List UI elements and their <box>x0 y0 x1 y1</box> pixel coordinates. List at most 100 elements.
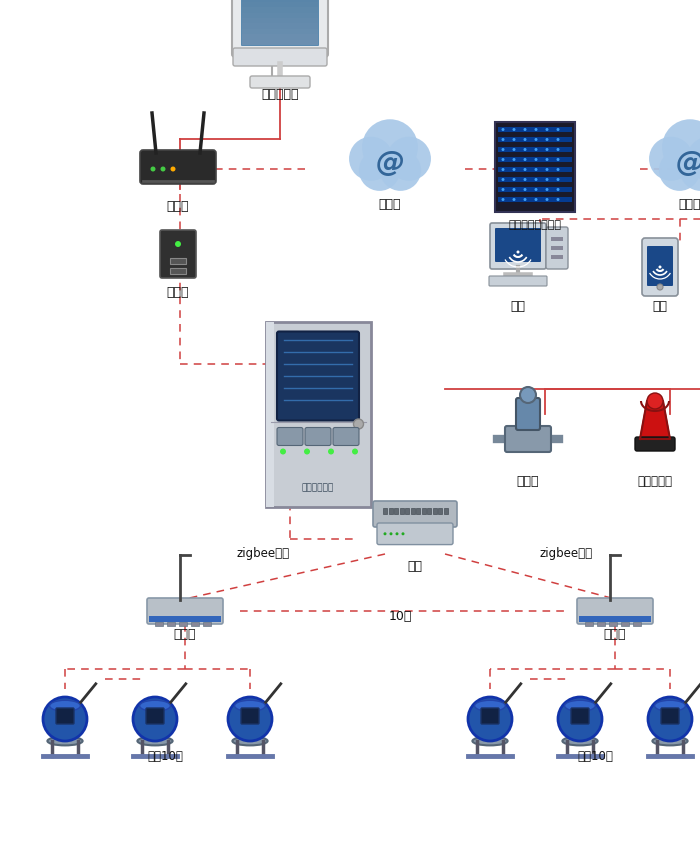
Circle shape <box>545 189 549 192</box>
Circle shape <box>501 138 505 142</box>
Text: 路由器: 路由器 <box>167 200 189 213</box>
Circle shape <box>171 167 176 172</box>
Text: 可接10台: 可接10台 <box>577 749 613 762</box>
Circle shape <box>512 159 515 162</box>
Circle shape <box>160 167 165 172</box>
FancyBboxPatch shape <box>642 239 678 296</box>
Bar <box>498 178 572 183</box>
Bar <box>421 508 426 514</box>
Circle shape <box>133 697 177 741</box>
FancyBboxPatch shape <box>481 708 499 724</box>
Ellipse shape <box>562 737 598 745</box>
Circle shape <box>556 169 559 172</box>
Ellipse shape <box>137 737 173 745</box>
Circle shape <box>657 284 663 290</box>
FancyBboxPatch shape <box>241 708 259 724</box>
Bar <box>410 508 414 514</box>
FancyBboxPatch shape <box>571 708 589 724</box>
Circle shape <box>680 150 700 192</box>
FancyBboxPatch shape <box>233 49 327 67</box>
FancyBboxPatch shape <box>490 224 546 270</box>
Ellipse shape <box>565 701 596 711</box>
Circle shape <box>501 199 505 202</box>
Circle shape <box>524 199 526 202</box>
FancyBboxPatch shape <box>377 523 453 545</box>
Bar <box>191 622 199 626</box>
Circle shape <box>545 199 549 202</box>
Circle shape <box>354 419 363 430</box>
Bar <box>149 616 221 622</box>
Polygon shape <box>640 402 670 440</box>
FancyBboxPatch shape <box>577 598 653 625</box>
Bar <box>427 508 431 514</box>
Circle shape <box>512 179 515 181</box>
FancyBboxPatch shape <box>242 30 318 35</box>
Circle shape <box>468 697 512 741</box>
Circle shape <box>524 159 526 162</box>
Ellipse shape <box>48 737 83 745</box>
Circle shape <box>175 241 181 247</box>
FancyBboxPatch shape <box>373 501 457 528</box>
Bar <box>633 622 641 626</box>
Circle shape <box>535 149 538 152</box>
Bar <box>203 622 211 626</box>
Circle shape <box>228 697 272 741</box>
Text: @: @ <box>375 149 405 176</box>
Text: 转换器: 转换器 <box>167 285 189 299</box>
Circle shape <box>280 449 286 455</box>
Bar <box>155 622 163 626</box>
Circle shape <box>659 266 661 269</box>
Text: 电脑: 电脑 <box>510 300 526 312</box>
Circle shape <box>501 169 505 172</box>
Circle shape <box>535 199 538 202</box>
Circle shape <box>535 179 538 181</box>
Bar <box>498 158 572 163</box>
Text: 报警控制主机: 报警控制主机 <box>302 483 334 491</box>
Circle shape <box>520 387 536 403</box>
FancyBboxPatch shape <box>242 14 318 19</box>
Ellipse shape <box>234 701 265 711</box>
Text: 安帕尔网络服务器: 安帕尔网络服务器 <box>508 219 561 230</box>
FancyBboxPatch shape <box>140 151 216 185</box>
FancyBboxPatch shape <box>277 332 359 421</box>
Circle shape <box>501 129 505 132</box>
Bar <box>621 622 629 626</box>
Text: zigbee信号: zigbee信号 <box>540 546 593 560</box>
Circle shape <box>659 150 700 192</box>
Bar <box>498 148 572 153</box>
FancyBboxPatch shape <box>495 229 541 262</box>
FancyBboxPatch shape <box>160 230 196 279</box>
FancyBboxPatch shape <box>661 708 679 724</box>
Circle shape <box>558 697 602 741</box>
Bar <box>400 508 403 514</box>
Circle shape <box>556 129 559 132</box>
FancyBboxPatch shape <box>242 0 318 3</box>
Circle shape <box>328 449 334 455</box>
Circle shape <box>380 150 421 192</box>
Text: 网关: 网关 <box>407 560 423 572</box>
Bar <box>389 508 393 514</box>
Circle shape <box>545 169 549 172</box>
Circle shape <box>43 697 87 741</box>
Bar <box>498 138 572 143</box>
Ellipse shape <box>652 737 687 745</box>
Circle shape <box>535 169 538 172</box>
Bar <box>597 622 605 626</box>
Circle shape <box>524 169 526 172</box>
FancyBboxPatch shape <box>516 398 540 430</box>
Circle shape <box>389 533 393 536</box>
Text: 可接10台: 可接10台 <box>147 749 183 762</box>
Circle shape <box>556 179 559 181</box>
Circle shape <box>647 393 663 409</box>
FancyBboxPatch shape <box>146 708 164 724</box>
FancyBboxPatch shape <box>635 437 675 452</box>
Circle shape <box>402 533 405 536</box>
FancyBboxPatch shape <box>505 426 551 452</box>
FancyBboxPatch shape <box>495 123 575 213</box>
Bar <box>498 127 572 133</box>
Bar <box>609 622 617 626</box>
Circle shape <box>524 189 526 192</box>
Bar <box>433 508 437 514</box>
Circle shape <box>662 120 700 176</box>
Text: 中继器: 中继器 <box>174 627 196 641</box>
